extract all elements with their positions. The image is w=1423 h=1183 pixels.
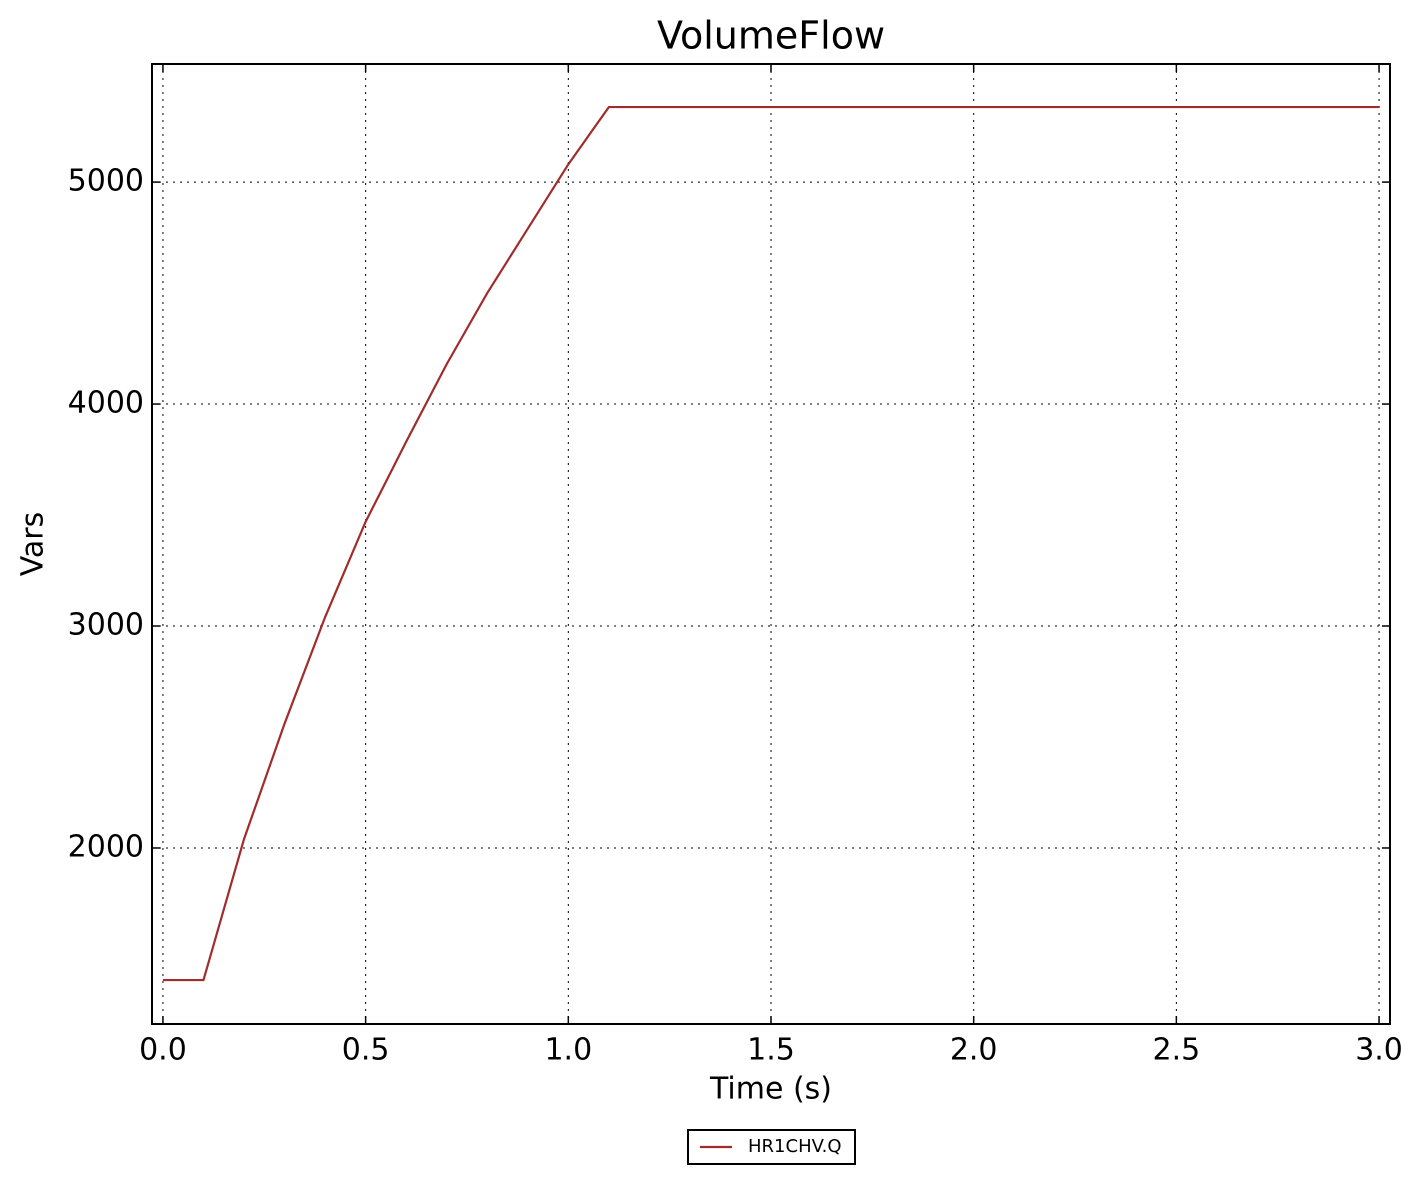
x-tick-label: 0.0 bbox=[139, 1033, 187, 1068]
x-tick-label: 1.5 bbox=[747, 1033, 795, 1068]
y-tick-label: 3000 bbox=[68, 608, 144, 643]
chart-title: VolumeFlow bbox=[657, 14, 885, 58]
y-tick-label: 2000 bbox=[68, 829, 144, 864]
x-tick-label: 2.5 bbox=[1153, 1033, 1201, 1068]
y-tick-label: 4000 bbox=[68, 386, 144, 421]
legend-box bbox=[687, 1129, 856, 1165]
x-tick-label: 3.0 bbox=[1355, 1033, 1403, 1068]
plot-frame bbox=[151, 63, 1391, 1025]
x-tick-label: 1.0 bbox=[544, 1033, 592, 1068]
x-tick-label: 2.0 bbox=[950, 1033, 998, 1068]
data-line bbox=[162, 105, 1380, 982]
legend-label: HR1CHV.Q bbox=[748, 1136, 841, 1157]
x-tick-label: 0.5 bbox=[342, 1033, 390, 1068]
y-tick-label: 5000 bbox=[68, 164, 144, 199]
x-axis-label: Time (s) bbox=[709, 1072, 832, 1107]
y-axis-label: Vars bbox=[16, 512, 51, 577]
